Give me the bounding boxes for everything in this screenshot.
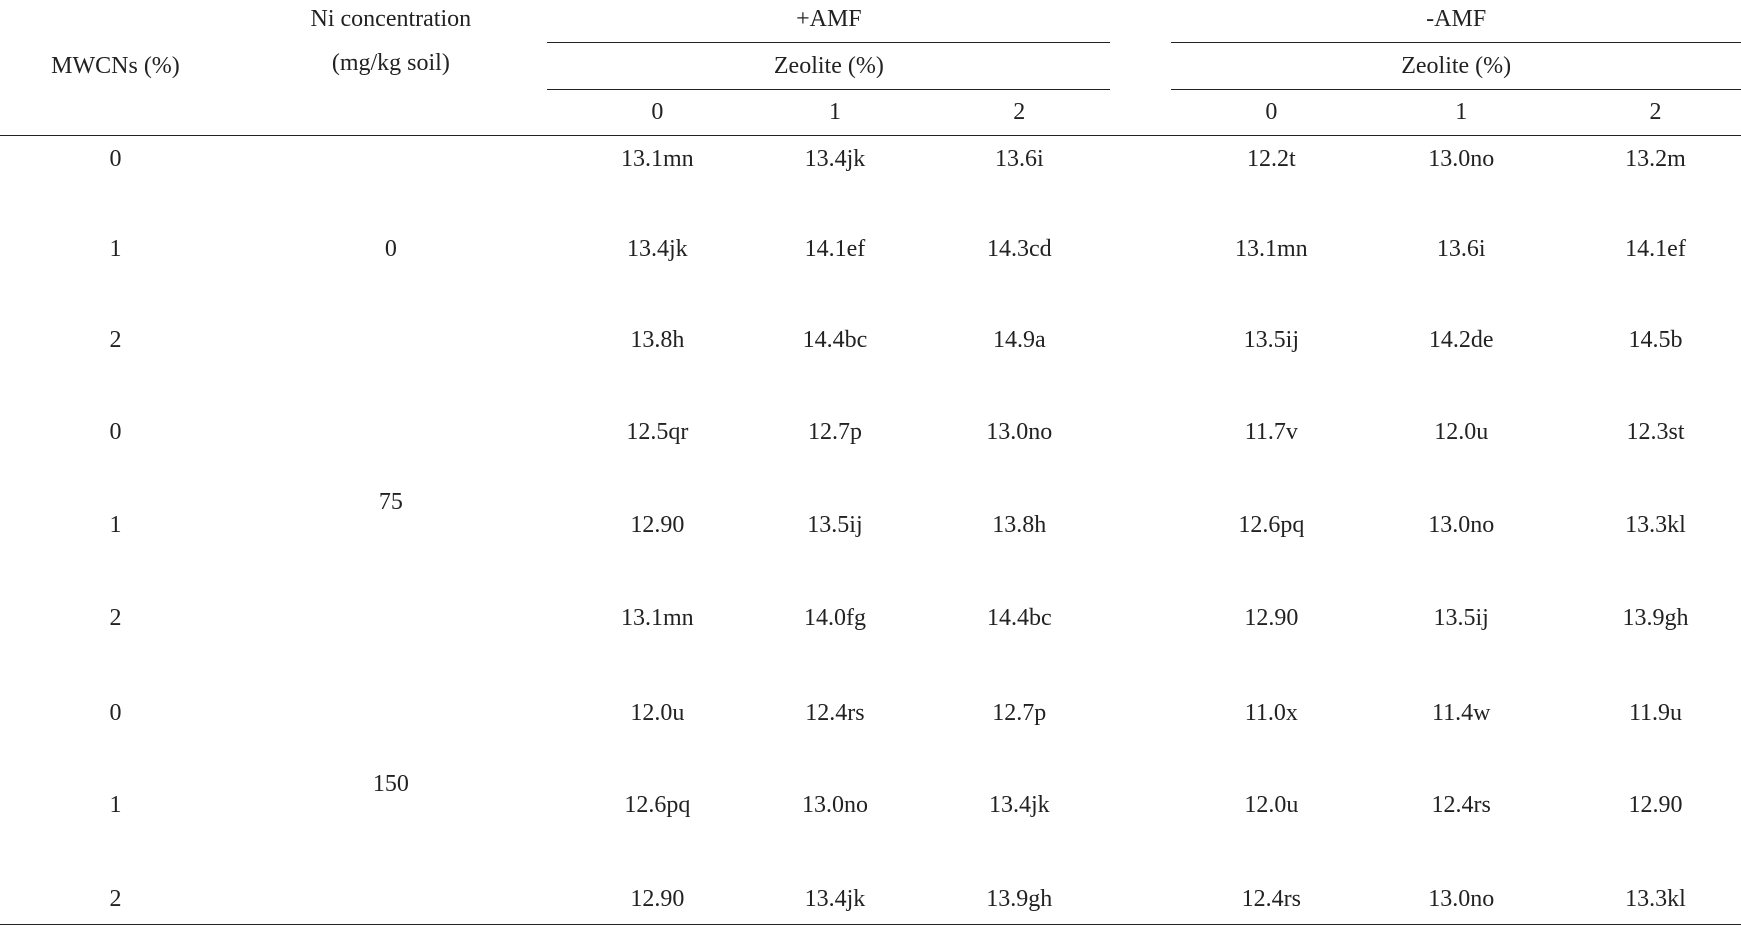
group-header: +AMF [796,5,862,32]
value-cell: 11.7v [1244,418,1298,445]
value-cell: 14.1ef [1625,235,1686,262]
value-cell: 13.9gh [986,886,1053,913]
value-cell: 12.90 [1628,791,1683,818]
column-header: Ni concentration [310,5,472,32]
value-cell: 13.3kl [1625,886,1686,913]
value-cell: 12.4rs [1431,791,1491,818]
mwcns-cell: 0 [109,699,122,726]
subgroup-header: Zeolite (%) [1401,52,1512,79]
rule [0,135,1741,137]
value-cell: 13.4jk [988,791,1050,818]
value-cell: 12.90 [630,512,685,539]
value-cell: 13.0no [1428,145,1495,172]
level-header: 0 [651,99,664,126]
value-cell: 14.9a [992,326,1046,353]
value-cell: 13.5ij [807,512,863,539]
mwcns-cell: 1 [109,512,122,539]
level-header: 0 [1265,99,1278,126]
value-cell: 13.1mn [620,145,694,172]
value-cell: 13.0no [801,791,868,818]
group-header: -AMF [1426,5,1487,32]
value-cell: 13.6i [994,145,1044,172]
value-cell: 13.1mn [620,605,694,632]
value-cell: 14.1ef [804,235,866,262]
value-cell: 12.90 [1244,605,1299,632]
mwcns-cell: 0 [109,145,122,172]
value-cell: 12.3st [1626,418,1685,445]
value-cell: 12.7p [992,699,1047,726]
value-cell: 11.4w [1431,699,1491,726]
value-cell: 12.4rs [805,699,865,726]
mwcns-cell: 2 [109,886,122,913]
value-cell: 13.8h [992,512,1047,539]
value-cell: 14.2de [1428,326,1494,353]
level-header: 1 [1455,99,1468,126]
value-cell: 13.4jk [626,235,688,262]
value-cell: 12.6pq [1238,512,1305,539]
rule [1171,88,1741,90]
rule [547,42,1111,44]
value-cell: 14.5b [1628,326,1683,353]
value-cell: 14.0fg [803,605,866,632]
value-cell: 12.7p [807,418,862,445]
value-cell: 13.0no [1428,886,1495,913]
value-cell: 13.5ij [1243,326,1299,353]
rule [0,923,1741,925]
column-header: (mg/kg soil) [331,50,450,77]
value-cell: 13.9gh [1622,605,1689,632]
rule [547,88,1111,90]
ni-group-label: 0 [384,235,397,262]
value-cell: 12.0u [1434,418,1489,445]
level-header: 2 [1013,99,1026,126]
ni-group-label: 75 [378,488,403,515]
value-cell: 13.4jk [804,886,866,913]
column-header: MWCNs (%) [51,52,180,79]
value-cell: 12.0u [1244,791,1299,818]
value-cell: 13.5ij [1433,605,1489,632]
value-cell: 13.2m [1625,145,1686,172]
level-header: 2 [1649,99,1662,126]
value-cell: 14.3cd [986,235,1052,262]
value-cell: 13.0no [986,418,1053,445]
value-cell: 11.9u [1628,699,1683,726]
value-cell: 12.0u [630,699,685,726]
value-cell: 13.0no [1428,512,1495,539]
value-cell: 13.3kl [1625,512,1686,539]
value-cell: 14.4bc [802,326,868,353]
value-cell: 13.4jk [804,145,866,172]
value-cell: 11.0x [1244,699,1298,726]
mwcns-cell: 1 [109,235,122,262]
value-cell: 13.6i [1436,235,1486,262]
mwcns-cell: 2 [109,326,122,353]
mwcns-cell: 2 [109,605,122,632]
rule [1171,42,1741,44]
ni-group-label: 150 [372,770,409,797]
value-cell: 12.2t [1246,145,1296,172]
value-cell: 14.4bc [986,605,1052,632]
value-cell: 12.4rs [1241,886,1301,913]
mwcns-cell: 0 [109,418,122,445]
value-cell: 12.5qr [626,418,689,445]
value-cell: 12.6pq [624,791,691,818]
level-header: 1 [828,99,841,126]
mwcns-cell: 1 [109,791,122,818]
value-cell: 13.8h [630,326,685,353]
value-cell: 12.90 [630,886,685,913]
subgroup-header: Zeolite (%) [773,52,884,79]
value-cell: 13.1mn [1234,235,1308,262]
